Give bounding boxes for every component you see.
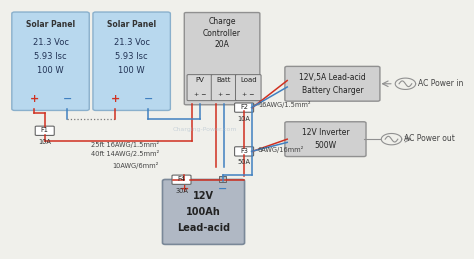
FancyBboxPatch shape [35,126,54,135]
Text: 12V,5A Lead-acid
Battery Charger: 12V,5A Lead-acid Battery Charger [299,73,366,95]
Text: F4: F4 [177,176,185,182]
Text: Solar Panel: Solar Panel [107,20,156,29]
Text: −: − [218,184,228,193]
Text: 6AWG/16mm²: 6AWG/16mm² [258,146,304,153]
FancyBboxPatch shape [12,12,89,110]
FancyBboxPatch shape [236,75,261,101]
Text: 10AWG/6mm²: 10AWG/6mm² [112,162,158,169]
Text: F1: F1 [41,127,49,133]
FancyBboxPatch shape [93,12,170,110]
Text: −: − [63,93,72,104]
Text: F3: F3 [240,148,248,154]
Text: AC Power out: AC Power out [404,134,456,143]
Text: Solar Panel: Solar Panel [26,20,75,29]
Text: 50A: 50A [237,159,251,166]
Text: 12V
100Ah
Lead-acid: 12V 100Ah Lead-acid [177,191,230,233]
Text: Charging-Power.com: Charging-Power.com [173,127,237,132]
Text: 12V Inverter
500W: 12V Inverter 500W [301,128,349,150]
Text: + −: + − [193,92,206,97]
FancyBboxPatch shape [187,75,213,101]
FancyBboxPatch shape [285,122,366,156]
Text: 16AWG/1.5mm²: 16AWG/1.5mm² [258,101,310,108]
Text: + −: + − [218,92,230,97]
Text: PV: PV [195,77,204,83]
FancyBboxPatch shape [219,176,227,182]
Text: 21.3 Voc
5.93 Isc
100 W: 21.3 Voc 5.93 Isc 100 W [33,38,69,75]
Text: F2: F2 [240,104,248,110]
Text: AC Power in: AC Power in [419,78,464,88]
Text: 10A: 10A [237,116,251,121]
FancyBboxPatch shape [285,66,380,101]
Text: −: − [144,93,153,104]
Text: +: + [29,93,38,104]
Text: +: + [180,184,189,193]
Text: 10A: 10A [38,139,51,145]
Text: 30A: 30A [175,188,188,194]
Text: 21.3 Voc
5.93 Isc
100 W: 21.3 Voc 5.93 Isc 100 W [114,38,150,75]
Text: + −: + − [242,92,255,97]
Text: Batt: Batt [217,77,231,83]
FancyBboxPatch shape [235,147,254,156]
FancyBboxPatch shape [172,175,191,184]
FancyBboxPatch shape [235,103,254,112]
Text: +: + [110,93,120,104]
FancyBboxPatch shape [211,75,237,101]
Text: Load: Load [240,77,256,83]
Text: Charge
Controller
20A: Charge Controller 20A [203,17,241,49]
FancyBboxPatch shape [181,176,188,182]
FancyBboxPatch shape [184,12,260,105]
Text: 25ft 16AWG/1.5mm²
40ft 14AWG/2.5mm²: 25ft 16AWG/1.5mm² 40ft 14AWG/2.5mm² [91,141,159,157]
FancyBboxPatch shape [163,179,245,244]
